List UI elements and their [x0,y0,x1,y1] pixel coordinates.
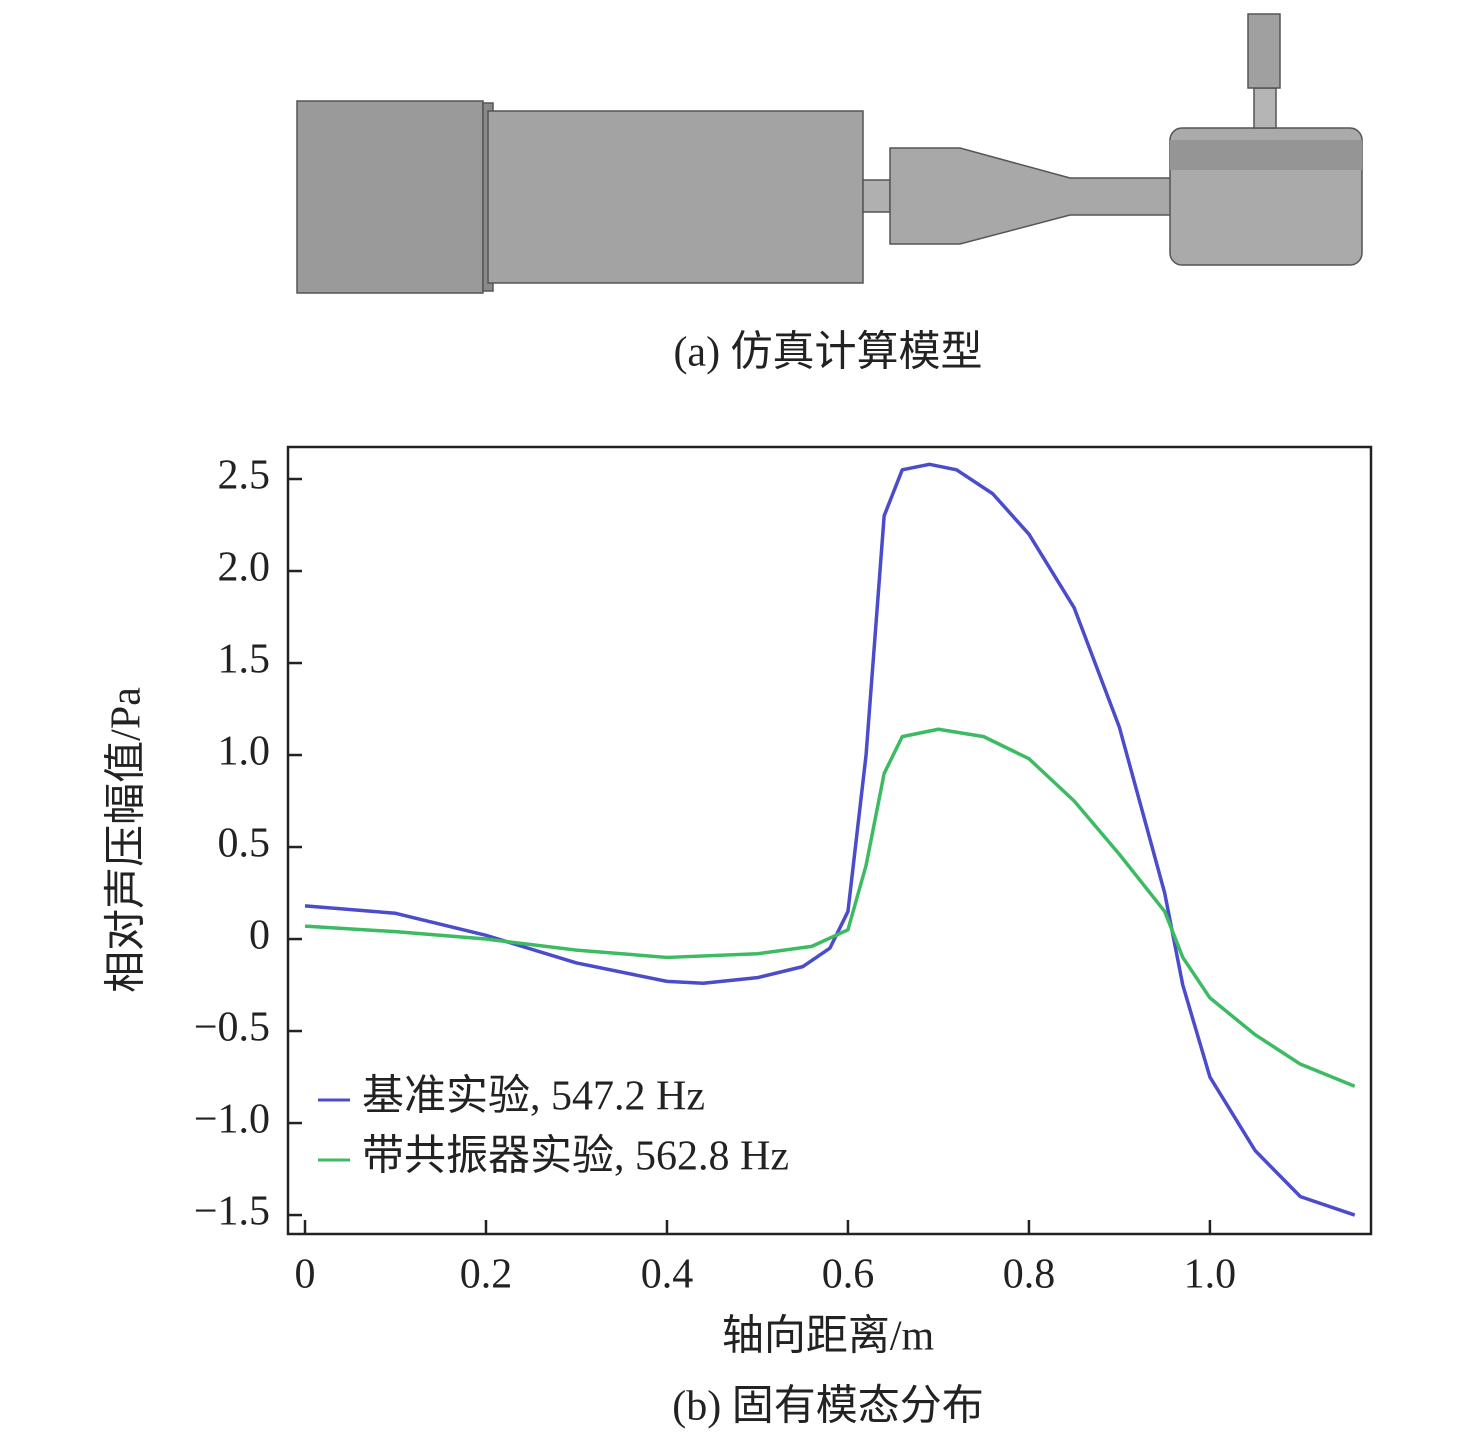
y-tick-label: 2.0 [218,545,271,591]
legend-label: 基准实验, 547.2 Hz [362,1073,705,1120]
plenum [487,110,864,284]
model-drawing [296,13,1363,294]
resonator-neck [1253,87,1277,129]
nozzle [889,147,1176,245]
y-axis-label: 相对声压幅值/Pa [104,687,150,993]
caption-b: (b) 固有模态分布 [672,1384,983,1430]
shade [1170,140,1362,170]
y-tick-label: −1.0 [194,1097,270,1143]
y-tick-label: 2.5 [218,453,271,499]
chamber [296,100,484,294]
y-tick-label: 0 [249,913,270,959]
x-tick-label: 0 [295,1252,316,1298]
series-line [304,727,1356,1088]
plot-frame [286,445,1373,1236]
legend-label: 带共振器实验, 562.8 Hz [362,1133,789,1180]
y-tick-label: 1.5 [218,637,271,683]
x-tick-label: 1.0 [1184,1252,1237,1298]
x-axis-label: 轴向距离/m [722,1313,935,1360]
x-tick-label: 0.6 [822,1252,875,1298]
pipe [862,179,891,213]
caption-a: (a) 仿真计算模型 [673,330,982,376]
x-tick-label: 0.8 [1003,1252,1056,1298]
series-line [304,462,1356,1217]
y-tick-label: 1.0 [218,729,271,775]
y-tick-label: 0.5 [218,821,271,867]
y-tick-label: −0.5 [194,1005,270,1051]
resonator [1247,13,1281,89]
y-tick-label: −1.5 [194,1189,270,1235]
x-tick-label: 0.2 [460,1252,513,1298]
x-tick-label: 0.4 [641,1252,694,1298]
